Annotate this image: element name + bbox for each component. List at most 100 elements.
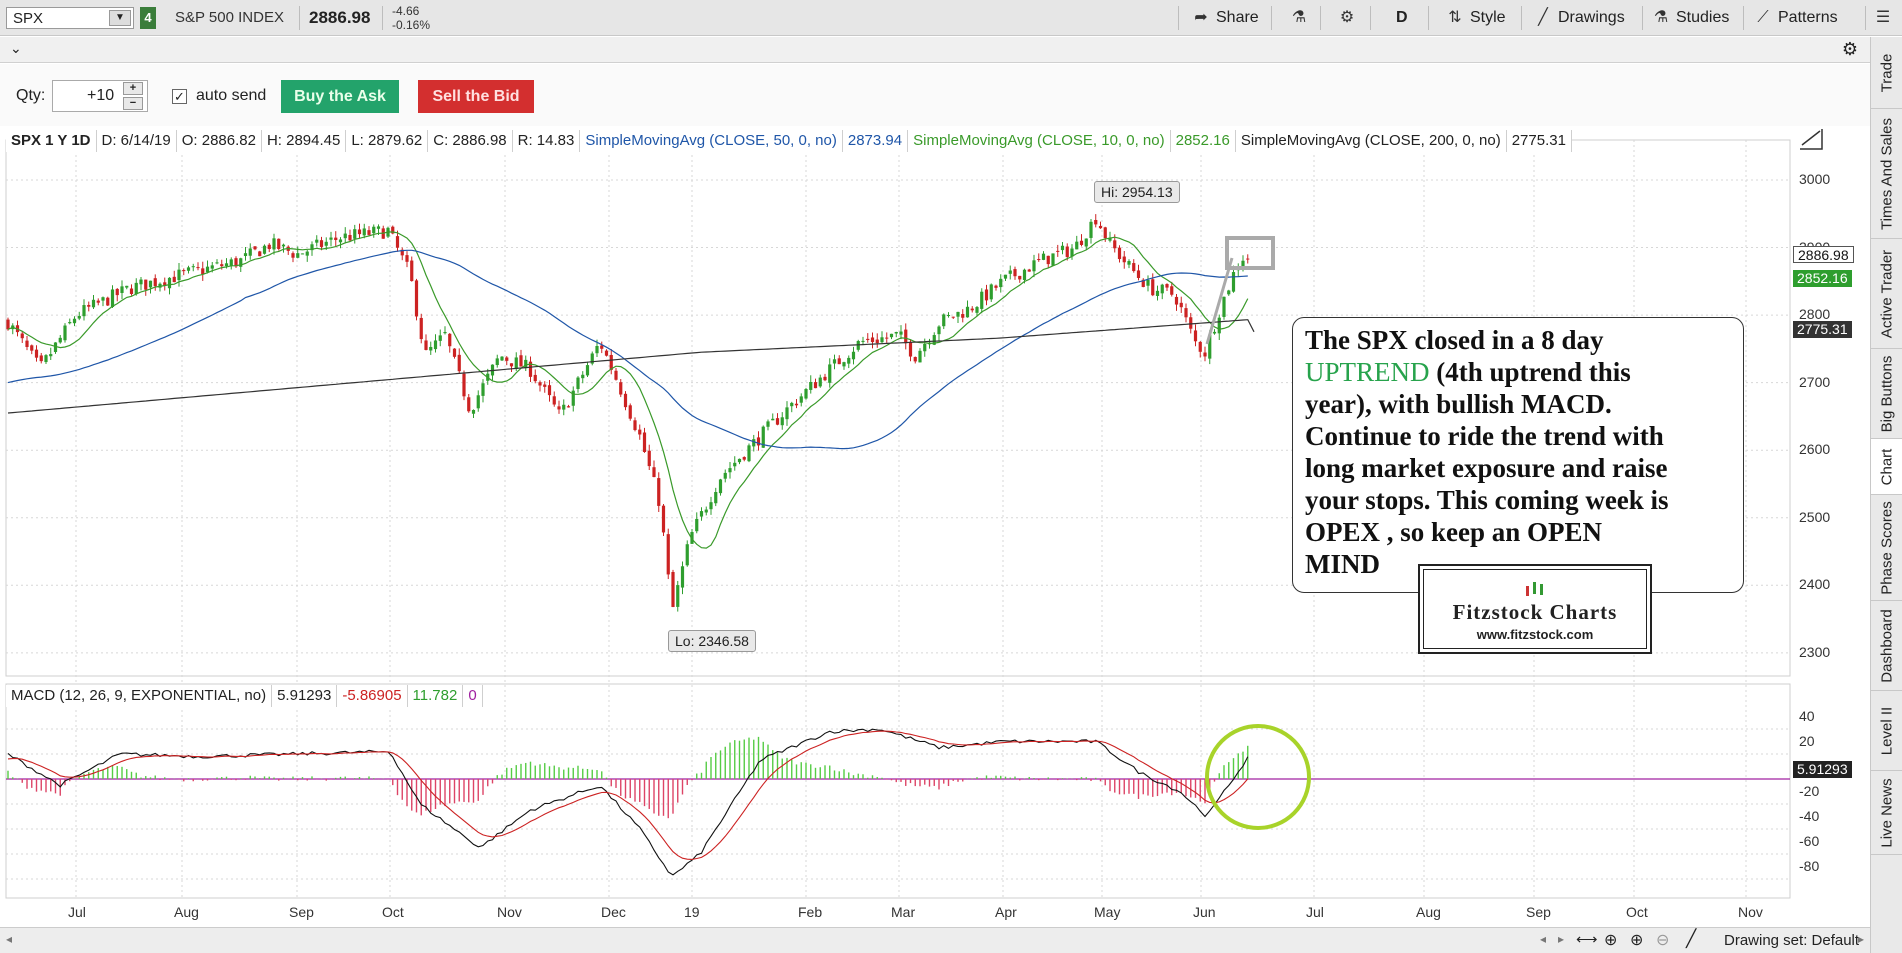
candle-body — [623, 393, 628, 408]
candle-body — [1222, 296, 1226, 317]
settings-button[interactable]: ⚙ — [1330, 4, 1368, 32]
scroll-right-icon[interactable]: ▸ — [1858, 932, 1865, 946]
candle-body — [913, 357, 917, 362]
drawing-set-label[interactable]: Drawing set: Default — [1724, 932, 1860, 949]
candle-body — [1084, 238, 1088, 247]
candle-body — [524, 359, 528, 369]
draw-line-icon[interactable]: ╱ — [1686, 929, 1697, 948]
candle-body — [984, 289, 989, 301]
candle-body — [20, 333, 24, 339]
price-axis-label: 2600 — [1799, 441, 1831, 457]
macd-value: 5.91293 — [272, 685, 338, 707]
side-tab-big-buttons[interactable]: Big Buttons — [1871, 349, 1902, 439]
candle-body — [671, 571, 675, 607]
share-icon: ➦ — [1194, 9, 1208, 26]
candle-body — [1117, 247, 1122, 260]
low-callout: Lo: 2346.58 — [668, 630, 756, 652]
pct-change: -0.16% — [392, 18, 431, 32]
scroll-left-icon[interactable]: ◂ — [6, 932, 13, 946]
side-tab-trade[interactable]: Trade — [1871, 37, 1902, 109]
candle-body — [129, 288, 134, 294]
side-tab-live-news[interactable]: Live News — [1871, 771, 1902, 855]
logo-url: www.fitzstock.com — [1476, 627, 1594, 642]
menu-button[interactable]: ☰ — [1866, 4, 1902, 32]
candle-body — [880, 337, 884, 343]
studies-button[interactable]: ⚗ Studies — [1644, 4, 1735, 32]
scroll-left-icon[interactable]: ◂ — [1540, 932, 1547, 946]
candle-body — [756, 437, 761, 446]
share-button[interactable]: ➦ Share — [1184, 4, 1265, 32]
candle-body — [1198, 341, 1202, 352]
high-callout: Hi: 2954.13 — [1094, 181, 1180, 203]
candle-body — [704, 509, 708, 513]
chart-draw-icon — [1800, 129, 1823, 150]
side-tab-label: Big Buttons — [1878, 355, 1896, 432]
crosshair-icon[interactable]: ⊕ — [1604, 932, 1618, 949]
candle-body — [543, 384, 547, 387]
macd-avg-line — [7, 730, 1249, 860]
candle-body — [1003, 274, 1008, 279]
qty-decrement-button[interactable]: − — [123, 97, 143, 110]
zoom-out-icon[interactable]: ⊖ — [1656, 932, 1670, 949]
gear-icon[interactable]: ⚙ — [1841, 39, 1858, 59]
candle-body — [1022, 269, 1027, 280]
note-line: The SPX closed in a 8 day — [1305, 325, 1604, 355]
side-tab-dashboard[interactable]: Dashboard — [1871, 601, 1902, 691]
symbol-dropdown-icon[interactable]: ▼ — [109, 10, 131, 26]
link-badge[interactable]: 4 — [140, 7, 156, 29]
candle-body — [30, 345, 34, 351]
side-tab-phase-scores[interactable]: Phase Scores — [1871, 495, 1902, 601]
candle-body — [547, 385, 552, 396]
expand-icon[interactable]: ⟷ — [1576, 931, 1598, 948]
candle-body — [367, 230, 371, 235]
candle-body — [975, 307, 979, 313]
candle-body — [224, 263, 229, 267]
candle-body — [471, 409, 476, 414]
annotation-note[interactable]: The SPX closed in a 8 day UPTREND (4th u… — [1292, 317, 1744, 593]
drawings-button[interactable]: ╱ Drawings — [1526, 4, 1631, 32]
symbol-input[interactable]: SPX ▼ — [6, 7, 134, 29]
side-tab-chart[interactable]: Chart — [1871, 439, 1902, 495]
price-axis-label: 2400 — [1799, 576, 1831, 592]
candle-body — [723, 472, 727, 479]
zoom-in-icon[interactable]: ⊕ — [1630, 932, 1644, 949]
note-line: long market exposure and raise — [1305, 453, 1668, 483]
auto-send-checkbox[interactable]: ✓ — [172, 89, 187, 104]
candle-body — [718, 479, 723, 494]
candle-body — [163, 282, 167, 286]
study-header: SPX 1 Y 1D D: 6/14/19 O: 2886.82 H: 2894… — [6, 130, 1572, 152]
candle-body — [961, 314, 965, 318]
side-tab-times-and-sales[interactable]: Times And Sales — [1871, 109, 1902, 239]
candle-body — [804, 389, 808, 399]
candle-body — [106, 297, 110, 306]
sma50-label[interactable]: SimpleMovingAvg (CLOSE, 50, 0, no) — [580, 130, 843, 152]
candle-body — [609, 354, 613, 370]
candle-body — [647, 450, 651, 467]
side-tab-level-ii[interactable]: Level II — [1871, 691, 1902, 771]
patterns-button[interactable]: ⟋ Patterns — [1746, 4, 1844, 32]
style-button[interactable]: ⇅ Style — [1438, 4, 1512, 32]
flask-button[interactable]: ⚗ — [1282, 4, 1320, 32]
candle-body — [666, 534, 670, 575]
macd-axis-label: -80 — [1799, 858, 1820, 874]
candle-body — [296, 253, 300, 258]
timeframe-button[interactable]: D — [1396, 9, 1408, 26]
side-tab-label: Live News — [1878, 777, 1896, 848]
candle-body — [956, 311, 960, 317]
sma10-label[interactable]: SimpleMovingAvg (CLOSE, 10, 0, no) — [908, 130, 1171, 152]
qty-increment-button[interactable]: + — [123, 82, 143, 95]
scroll-right-icon[interactable]: ▸ — [1558, 932, 1565, 946]
highlight-circle — [1205, 724, 1311, 830]
month-label: Jul — [68, 904, 86, 920]
macd-label[interactable]: MACD (12, 26, 9, EXPONENTIAL, no) — [6, 685, 273, 707]
candle-body — [291, 253, 295, 258]
candle-body — [562, 404, 566, 410]
candle-body — [932, 335, 936, 345]
buy-ask-button[interactable]: Buy the Ask — [281, 80, 399, 113]
sell-bid-button[interactable]: Sell the Bid — [418, 80, 534, 113]
candle-body — [6, 319, 10, 330]
chevron-down-icon[interactable]: ⌄ — [10, 40, 22, 56]
side-tab-active-trader[interactable]: Active Trader — [1871, 239, 1902, 349]
sma200-label[interactable]: SimpleMovingAvg (CLOSE, 200, 0, no) — [1235, 130, 1507, 152]
month-label: Jun — [1193, 904, 1216, 920]
